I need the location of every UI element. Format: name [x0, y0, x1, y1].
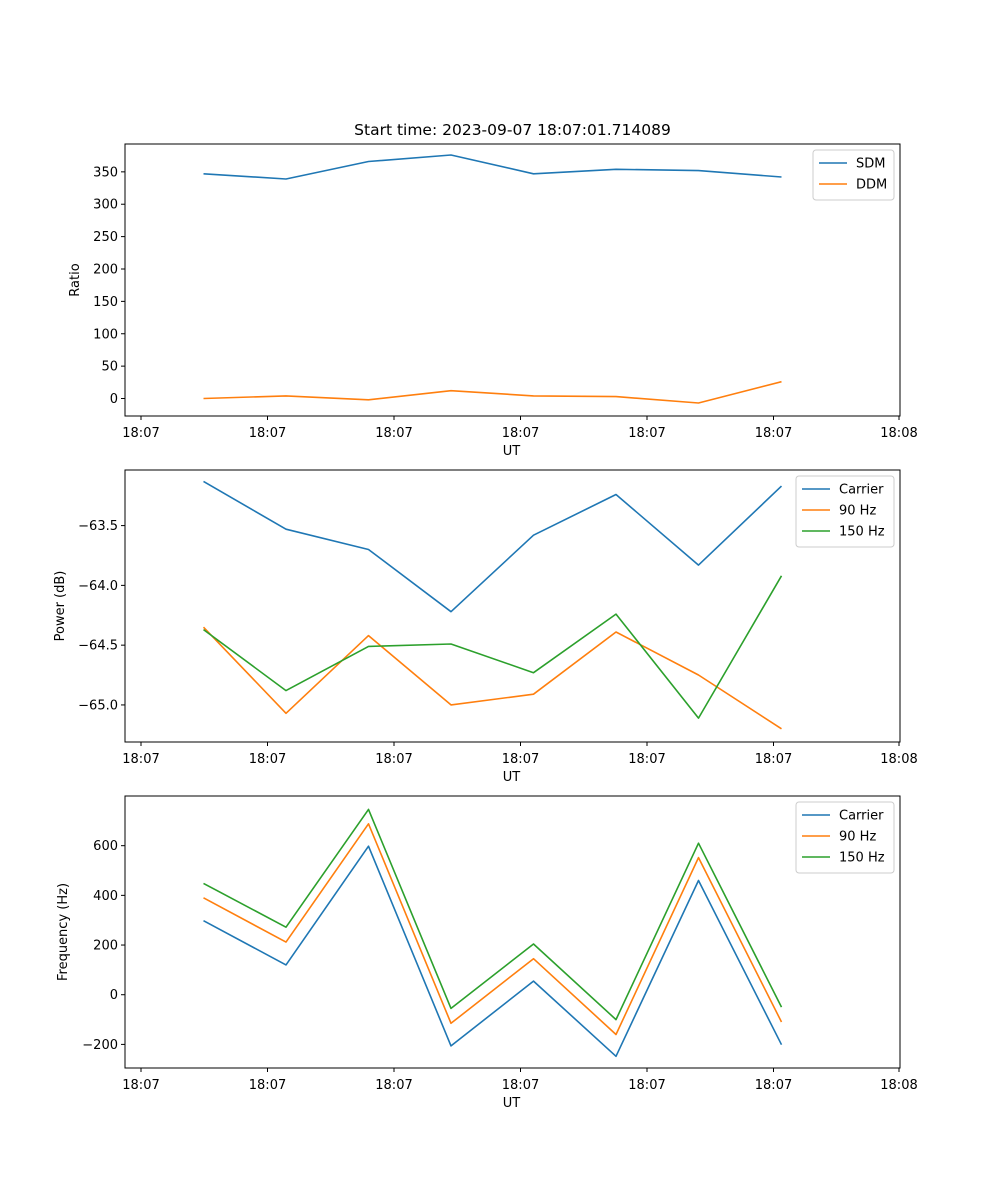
- x-tick-label: 18:07: [249, 752, 286, 767]
- x-tick-label: 18:07: [755, 752, 792, 767]
- y-tick-label: −64.0: [78, 579, 118, 594]
- y-tick-label: 100: [93, 327, 118, 342]
- legend-label: 150 Hz: [839, 851, 885, 866]
- axes-frame: [124, 143, 901, 417]
- series-line-150-hz: [203, 575, 783, 719]
- y-tick-label: −65.0: [78, 698, 118, 713]
- axes-frame: [124, 795, 901, 1069]
- series-line-150-hz: [203, 808, 783, 1021]
- x-axis-label: UT: [503, 770, 521, 785]
- x-tick-label: 18:07: [502, 1078, 539, 1093]
- series-line-ddm: [203, 380, 782, 404]
- y-axis-label: Power (dB): [53, 571, 68, 642]
- chart-panel-1: 18:07 18:07 18:07 18:07 18:07 18:07 18:08 0 50 10…: [68, 121, 918, 459]
- y-axis-label: Frequency (Hz): [56, 883, 71, 981]
- x-tick-label: 18:07: [628, 752, 665, 767]
- legend-label: Carrier: [839, 483, 884, 498]
- y-axis-label: Ratio: [68, 263, 83, 296]
- y-tick-label: 0: [110, 988, 118, 1003]
- y-tick-label: 0: [110, 392, 118, 407]
- y-tick-label: 200: [93, 939, 118, 954]
- x-tick-label: 18:07: [755, 1078, 792, 1093]
- legend: Carrier 90 Hz 150 Hz: [795, 801, 895, 874]
- x-tick-label: 18:07: [122, 752, 159, 767]
- x-tick-label: 18:07: [249, 426, 286, 441]
- y-tick-label: 150: [93, 295, 118, 310]
- legend-label: 90 Hz: [839, 830, 876, 845]
- x-tick-label: 18:07: [122, 1078, 159, 1093]
- x-tick-label: 18:07: [502, 752, 539, 767]
- legend-label: DDM: [856, 178, 887, 193]
- series-line-sdm: [203, 154, 782, 180]
- x-tick-label: 18:07: [375, 752, 412, 767]
- legend-label: 90 Hz: [839, 504, 876, 519]
- x-tick-label: 18:07: [628, 426, 665, 441]
- y-tick-label: 400: [93, 889, 118, 904]
- x-tick-label: 18:08: [880, 426, 917, 441]
- y-tick-label: 50: [101, 360, 118, 375]
- series-line-90-hz: [203, 822, 783, 1036]
- axes-frame: [124, 469, 901, 743]
- y-tick-label: 300: [93, 198, 118, 213]
- series-line-carrier: [203, 480, 783, 613]
- x-tick-label: 18:07: [375, 1078, 412, 1093]
- chart-panel-2: 18:07 18:07 18:07 18:07 18:07 18:07 18:08 −65.0…: [53, 469, 918, 785]
- legend-label: Carrier: [839, 809, 884, 824]
- y-tick-label: −64.5: [78, 639, 118, 654]
- chart-panel-3: 18:07 18:07 18:07 18:07 18:07 18:07 18:08 −200 0…: [56, 795, 918, 1111]
- x-tick-label: 18:07: [628, 1078, 665, 1093]
- y-tick-label: −63.5: [78, 519, 118, 534]
- legend: SDM DDM: [812, 149, 895, 201]
- x-tick-label: 18:07: [502, 426, 539, 441]
- chart-title: Start time: 2023-09-07 18:07:01.714089: [354, 121, 671, 139]
- y-tick-label: 200: [93, 262, 118, 277]
- x-tick-label: 18:08: [880, 752, 917, 767]
- y-tick-label: −200: [82, 1038, 118, 1053]
- x-tick-label: 18:08: [880, 1078, 917, 1093]
- x-axis-label: UT: [503, 1096, 521, 1111]
- legend-box: [795, 801, 895, 874]
- y-tick-label: 350: [93, 165, 118, 180]
- x-tick-label: 18:07: [249, 1078, 286, 1093]
- y-tick-label: 600: [93, 839, 118, 854]
- legend-box: [795, 475, 895, 548]
- series-line-90-hz: [202, 626, 782, 730]
- y-tick-label: 250: [93, 230, 118, 245]
- legend-label: SDM: [856, 157, 885, 172]
- x-tick-label: 18:07: [755, 426, 792, 441]
- x-tick-label: 18:07: [122, 426, 159, 441]
- series-line-carrier: [203, 845, 783, 1058]
- legend: Carrier 90 Hz 150 Hz: [795, 475, 895, 548]
- x-axis-label: UT: [503, 444, 521, 459]
- legend-label: 150 Hz: [839, 525, 885, 540]
- x-tick-label: 18:07: [375, 426, 412, 441]
